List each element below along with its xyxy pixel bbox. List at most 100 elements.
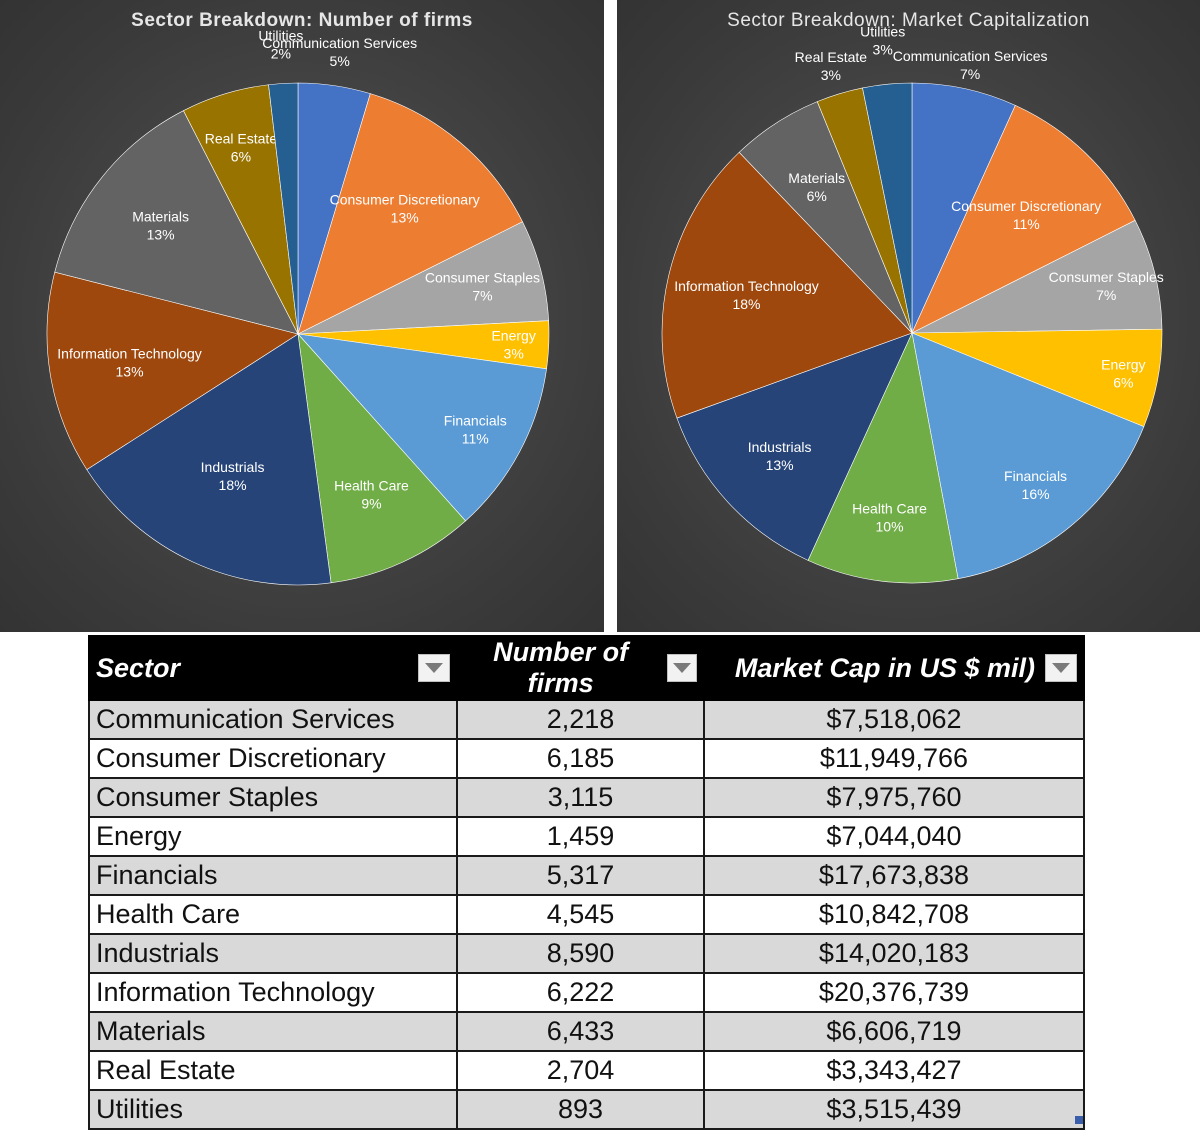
cell-sector: Materials [88, 1011, 458, 1052]
pie-chart-number-of-firms: Communication Services 5% Consumer Discret… [46, 27, 550, 586]
slice-label: Health Care [852, 501, 927, 517]
slice-percent-label: 16% [1022, 486, 1050, 502]
pie-chart-market-cap: Communication Services 7% Consumer Discret… [661, 23, 1164, 584]
slice-percent-label: 6% [807, 188, 827, 204]
dropdown-filter-icon[interactable] [1045, 654, 1077, 682]
table-header-row: Sector Number of firms Market Cap in US … [88, 635, 1085, 701]
slice-percent-label: 11% [462, 430, 489, 446]
cell-sector: Information Technology [88, 972, 458, 1013]
table-body: Communication Services 2,218 $7,518,062 Con… [88, 699, 1085, 1130]
slice-percent-label: 11% [1013, 216, 1040, 232]
cell-market-cap: $14,020,183 [703, 933, 1085, 974]
slice-percent-label: 2% [271, 45, 291, 61]
header-number-of-firms: Number of firms [456, 635, 705, 701]
pie-slice-financials [911, 332, 1145, 580]
chart-title: Sector Breakdown: Market Capitalization [727, 10, 1090, 31]
table-row: Industrials 8,590 $14,020,183 [88, 933, 1085, 974]
cell-number-of-firms: 6,222 [456, 972, 705, 1013]
pie-slice-consumer-staples [911, 219, 1163, 334]
slice-percent-label: 18% [732, 296, 760, 312]
slice-label: Communication Services [262, 35, 417, 51]
pie-slice-utilities [862, 82, 913, 334]
sector-table: Sector Number of firms Market Cap in US … [88, 635, 1085, 1130]
cell-market-cap: $3,343,427 [703, 1050, 1085, 1091]
slice-label: Information Technology [674, 278, 819, 294]
cell-sector: Consumer Discretionary [88, 738, 458, 779]
pie-slice-industrials [86, 333, 332, 586]
cell-number-of-firms: 2,218 [456, 699, 705, 740]
slice-percent-label: 6% [231, 149, 251, 165]
dropdown-filter-icon[interactable] [667, 654, 697, 682]
table-row: Health Care 4,545 $10,842,708 [88, 894, 1085, 935]
cell-sector: Real Estate [88, 1050, 458, 1091]
pie-slice-consumer-discretionary [911, 104, 1136, 334]
table-row: Financials 5,317 $17,673,838 [88, 855, 1085, 896]
slice-label: Health Care [334, 478, 409, 494]
slice-label: Consumer Staples [1049, 269, 1164, 285]
pie-slice-materials [54, 110, 299, 335]
cell-number-of-firms: 8,590 [456, 933, 705, 974]
slice-label: Industrials [201, 459, 265, 475]
header-sector-label: Sector [96, 652, 181, 683]
slice-label: Industrials [748, 439, 812, 455]
slice-label: Consumer Staples [425, 269, 540, 285]
header-number-of-firms-label: Number of firms [493, 637, 629, 698]
dropdown-filter-icon[interactable] [418, 654, 450, 682]
header-sector: Sector [88, 635, 458, 701]
cell-sector: Consumer Staples [88, 777, 458, 818]
table-row: Real Estate 2,704 $3,343,427 [88, 1050, 1085, 1091]
pie-slice-communication-services [911, 82, 1016, 334]
slice-percent-label: 9% [361, 496, 381, 512]
chart-panel-number-of-firms: Sector Breakdown: Number of firms Commun… [0, 0, 604, 632]
slice-label: Utilities [258, 27, 303, 43]
slice-label: Materials [132, 208, 189, 224]
pie-slice-health-care [807, 332, 959, 584]
cell-number-of-firms: 3,115 [456, 777, 705, 818]
slice-percent-label: 7% [960, 66, 980, 82]
chart-panel-market-cap: Sector Breakdown: Market Capitalization … [617, 0, 1200, 632]
pie-slice-industrials [676, 332, 913, 561]
cell-sector: Industrials [88, 933, 458, 974]
cell-market-cap: $3,515,439 [703, 1089, 1085, 1130]
slice-label: Real Estate [205, 131, 278, 147]
cell-market-cap: $11,949,766 [703, 738, 1085, 779]
slice-percent-label: 10% [876, 519, 904, 535]
slice-label: Utilities [860, 23, 905, 39]
slice-label: Financials [1004, 468, 1067, 484]
slice-percent-label: 3% [821, 67, 841, 83]
cell-sector: Financials [88, 855, 458, 896]
table-resize-handle-icon[interactable] [1075, 1116, 1083, 1124]
pie-slice-information-technology [661, 151, 913, 419]
table-row: Materials 6,433 $6,606,719 [88, 1011, 1085, 1052]
slice-label: Communication Services [893, 48, 1048, 64]
cell-number-of-firms: 5,317 [456, 855, 705, 896]
slice-percent-label: 6% [1113, 374, 1133, 390]
table-row: Energy 1,459 $7,044,040 [88, 816, 1085, 857]
cell-number-of-firms: 6,433 [456, 1011, 705, 1052]
slice-label: Financials [444, 412, 507, 428]
header-market-cap-label: Market Cap in US $ mil) [734, 652, 1035, 683]
slice-percent-label: 3% [873, 41, 893, 57]
cell-sector: Utilities [88, 1089, 458, 1130]
pie-slice-utilities [268, 82, 299, 335]
slice-label: Information Technology [57, 345, 202, 361]
pie-slice-information-technology [46, 271, 299, 471]
cell-sector: Energy [88, 816, 458, 857]
header-market-cap: Market Cap in US $ mil) [703, 635, 1085, 701]
slice-percent-label: 13% [391, 209, 419, 225]
chart-title: Sector Breakdown: Number of firms [131, 10, 473, 31]
slice-label: Energy [491, 327, 535, 343]
slice-percent-label: 5% [330, 53, 350, 69]
slice-label: Real Estate [795, 49, 868, 65]
slice-percent-label: 13% [147, 226, 175, 242]
cell-sector: Health Care [88, 894, 458, 935]
cell-market-cap: $7,975,760 [703, 777, 1085, 818]
pie-slice-consumer-discretionary [297, 93, 523, 335]
cell-number-of-firms: 2,704 [456, 1050, 705, 1091]
cell-number-of-firms: 1,459 [456, 816, 705, 857]
table-row: Consumer Staples 3,115 $7,975,760 [88, 777, 1085, 818]
table-row: Consumer Discretionary 6,185 $11,949,766 [88, 738, 1085, 779]
slice-percent-label: 7% [472, 287, 492, 303]
cell-market-cap: $7,044,040 [703, 816, 1085, 857]
cell-number-of-firms: 893 [456, 1089, 705, 1130]
